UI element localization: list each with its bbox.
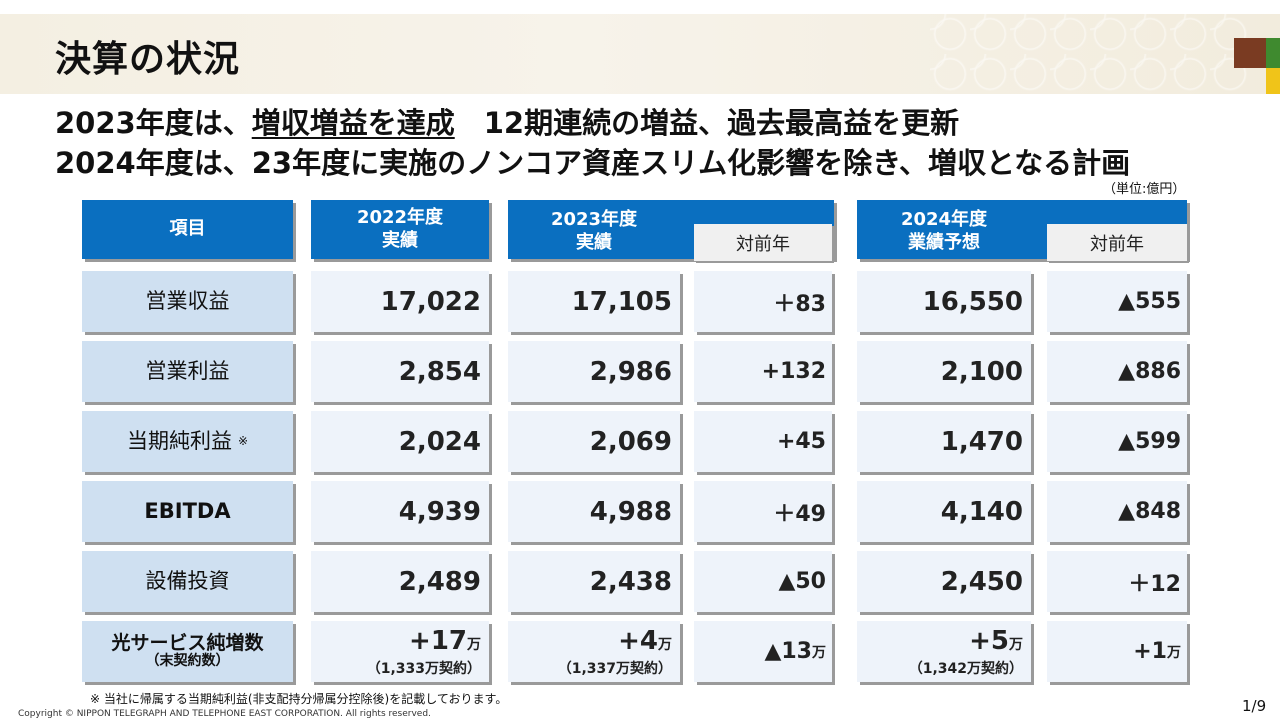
brand-logo-mark — [1234, 38, 1280, 94]
decorative-pattern — [930, 14, 1250, 94]
row-label-net-income: 当期純利益 ※ — [82, 411, 293, 472]
cell-capex-2024-diff: ＋12 — [1047, 551, 1187, 612]
row-label-operating-revenue: 営業収益 — [82, 271, 293, 332]
cell-revenue-2023: 17,105 — [508, 271, 680, 332]
cell-ebitda-2023-diff: ＋49 — [694, 481, 832, 542]
fiber-2023-unit: 万 — [658, 636, 672, 653]
copyright: Copyright © NIPPON TELEGRAPH AND TELEPHO… — [18, 709, 431, 719]
row-label-operating-profit: 営業利益 — [82, 341, 293, 402]
header-fy2023-diff: 対前年 — [694, 224, 832, 261]
cell-net-income-2024-diff: ▲599 — [1047, 411, 1187, 472]
net-income-label: 当期純利益 — [126, 428, 232, 453]
footnote-mark: ※ — [237, 433, 249, 448]
header-fy2024-diff: 対前年 — [1047, 224, 1187, 261]
row-label-fiber-net-adds: 光サービス純増数 （末契約数） — [82, 621, 293, 682]
fiber-2023-diff-unit: 万 — [812, 644, 826, 661]
cell-net-income-2023-diff: +45 — [694, 411, 832, 472]
fiber-2023-diff-value: ▲13 — [764, 639, 812, 664]
headline-2023: 2023年度は、増収増益を達成 12期連続の増益、過去最高益を更新 — [55, 100, 959, 142]
fiber-2024-contracts: （1,342万契約） — [908, 660, 1023, 677]
cell-profit-2023: 2,986 — [508, 341, 680, 402]
fiber-2024-value: +5 — [969, 625, 1009, 656]
cell-fiber-2023-diff: ▲13 万 — [694, 621, 832, 682]
cell-revenue-2024: 16,550 — [857, 271, 1031, 332]
cell-fiber-2023: +4万 （1,337万契約） — [508, 621, 680, 682]
fiber-sublabel: （末契約数） — [145, 653, 230, 670]
headline-2023-highlight: 増収増益を達成 — [251, 106, 455, 140]
cell-capex-2023: 2,438 — [508, 551, 680, 612]
fiber-2024-unit: 万 — [1009, 636, 1023, 653]
page-number: 1/9 — [1242, 697, 1267, 715]
page-title: 決算の状況 — [55, 39, 241, 80]
header-fy2023: 2023年度 実績 — [550, 209, 638, 253]
cell-net-income-2023: 2,069 — [508, 411, 680, 472]
cell-fiber-2024: +5万 （1,342万契約） — [857, 621, 1031, 682]
header-item-label: 項目 — [169, 218, 206, 240]
fiber-2023-value: +4 — [618, 625, 658, 656]
fiber-label: 光サービス純増数 — [111, 632, 264, 655]
fiber-2022-unit: 万 — [467, 636, 481, 653]
cell-profit-2022: 2,854 — [311, 341, 489, 402]
headline-2023-suffix: 12期連続の増益、過去最高益を更新 — [454, 106, 960, 140]
cell-capex-2023-diff: ▲50 — [694, 551, 832, 612]
unit-label: （単位:億円） — [1103, 182, 1186, 197]
fiber-2024-diff-unit: 万 — [1167, 644, 1181, 661]
fiber-2022-contracts: （1,333万契約） — [366, 660, 481, 677]
fiber-2024-diff-value: +1 — [1133, 639, 1167, 664]
fiber-2023-contracts: （1,337万契約） — [557, 660, 672, 677]
header-fy2024: 2024年度 業績予想 — [900, 209, 988, 253]
row-label-capex: 設備投資 — [82, 551, 293, 612]
fiber-2022-value: +17 — [409, 625, 467, 656]
footnote: ※ 当社に帰属する当期純利益(非支配持分帰属分控除後)を記載しております。 — [90, 692, 508, 706]
cell-ebitda-2024-diff: ▲848 — [1047, 481, 1187, 542]
cell-fiber-2024-diff: +1 万 — [1047, 621, 1187, 682]
cell-net-income-2024: 1,470 — [857, 411, 1031, 472]
header-item: 項目 — [82, 200, 293, 259]
headline-2024: 2024年度は、23年度に実施のノンコア資産スリム化影響を除き、増収となる計画 — [55, 146, 1131, 180]
cell-revenue-2022: 17,022 — [311, 271, 489, 332]
cell-capex-2024: 2,450 — [857, 551, 1031, 612]
cell-capex-2022: 2,489 — [311, 551, 489, 612]
cell-profit-2024-diff: ▲886 — [1047, 341, 1187, 402]
cell-revenue-2023-diff: ＋83 — [694, 271, 832, 332]
header-fy2022: 2022年度 実績 — [311, 200, 489, 259]
cell-ebitda-2022: 4,939 — [311, 481, 489, 542]
cell-profit-2024: 2,100 — [857, 341, 1031, 402]
cell-ebitda-2024: 4,140 — [857, 481, 1031, 542]
row-label-ebitda: EBITDA — [82, 481, 293, 542]
cell-net-income-2022: 2,024 — [311, 411, 489, 472]
cell-ebitda-2023: 4,988 — [508, 481, 680, 542]
cell-revenue-2024-diff: ▲555 — [1047, 271, 1187, 332]
cell-fiber-2022: +17万 （1,333万契約） — [311, 621, 489, 682]
headline-2023-prefix: 2023年度は、 — [55, 106, 252, 140]
cell-profit-2023-diff: +132 — [694, 341, 832, 402]
